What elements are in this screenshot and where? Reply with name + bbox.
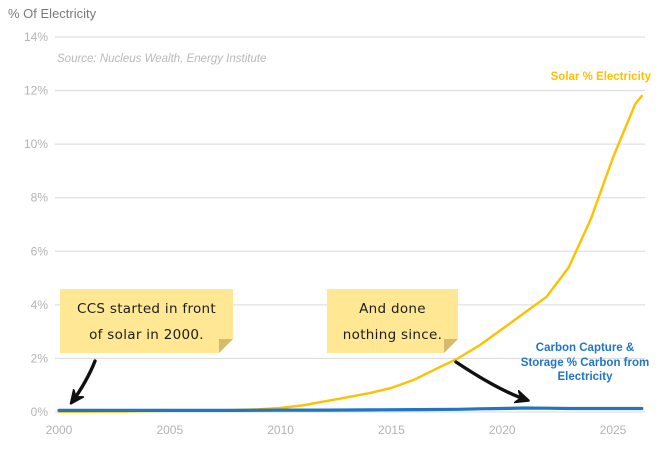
sticky-note-done-nothing: And done nothing since. (327, 289, 458, 353)
x-tick-label: 2010 (267, 423, 294, 437)
y-tick-label: 4% (31, 298, 49, 312)
series-line-ccs (57, 406, 644, 412)
sticky-note-line: nothing since. (342, 327, 443, 343)
y-tick-label: 0% (31, 405, 49, 419)
x-tick-label: 2015 (378, 423, 405, 437)
note-fold-flap (444, 339, 458, 353)
source-attribution: Source: Nucleus Wealth, Energy Institute (57, 53, 267, 65)
sticky-note-line: of solar in 2000. (89, 327, 204, 343)
x-tick-label: 2025 (600, 423, 627, 437)
y-tick-label: 8% (31, 191, 49, 205)
ccs-series-label-line1: Carbon Capture & (535, 342, 635, 354)
y-tick-label: 10% (24, 137, 48, 151)
x-tick-label: 2005 (156, 423, 183, 437)
y-tick-label: 12% (24, 84, 48, 98)
ccs-series-label-line2: Storage % Carbon from (520, 356, 650, 369)
solar-series-label: Solar % Electricity (550, 71, 651, 83)
ccs-series-label: Carbon Capture & Storage % Carbon from E… (512, 341, 657, 385)
note-fold-flap (219, 339, 233, 353)
y-tick-label: 6% (31, 244, 49, 258)
sticky-note-ccs-started: CCS started in front of solar in 2000. (60, 289, 233, 353)
chart-title: % Of Electricity (8, 6, 97, 21)
sticky-note-line: And done (359, 301, 426, 317)
ccs-series-label-line3: Electricity (557, 371, 613, 383)
x-tick-label: 2000 (46, 423, 73, 437)
y-tick-label: 2% (31, 351, 49, 365)
x-tick-label: 2020 (489, 423, 516, 437)
sticky-note-line: CCS started in front (76, 301, 217, 317)
y-tick-label: 14% (24, 30, 48, 44)
